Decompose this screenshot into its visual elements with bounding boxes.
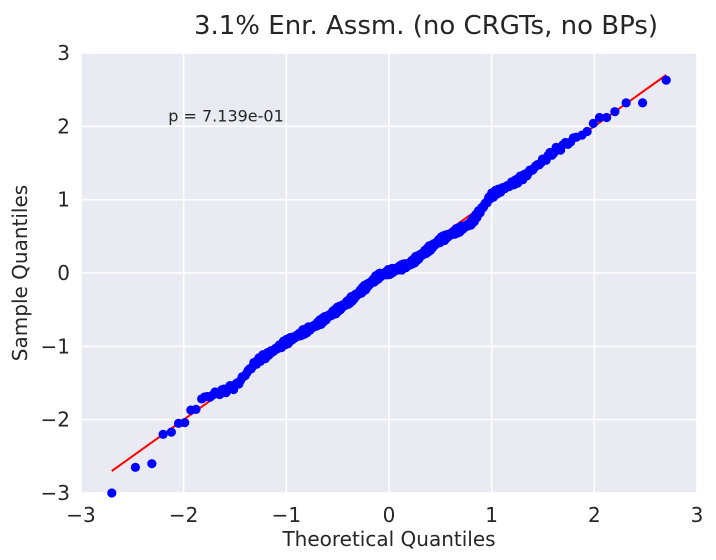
data-point bbox=[180, 418, 190, 428]
data-point bbox=[588, 118, 598, 128]
x-tick-label: 1 bbox=[485, 503, 498, 527]
y-tick-label: 2 bbox=[57, 114, 70, 138]
data-points bbox=[107, 75, 671, 498]
x-tick-label: −1 bbox=[272, 503, 301, 527]
x-axis-label: Theoretical Quantiles bbox=[281, 527, 495, 551]
data-point bbox=[661, 75, 671, 85]
data-point bbox=[158, 429, 168, 439]
data-point bbox=[582, 126, 592, 137]
data-point bbox=[621, 98, 631, 108]
x-tick-label: 0 bbox=[383, 503, 396, 527]
y-tick-label: −3 bbox=[41, 481, 70, 505]
data-point bbox=[610, 107, 620, 117]
data-point bbox=[166, 427, 176, 437]
data-point bbox=[147, 459, 157, 469]
chart-title: 3.1% Enr. Assm. (no CRGTs, no BPs) bbox=[194, 11, 658, 41]
data-point bbox=[191, 404, 201, 414]
data-point bbox=[594, 112, 605, 123]
y-tick-label: −1 bbox=[41, 334, 70, 358]
y-tick-label: 1 bbox=[57, 188, 70, 212]
data-point bbox=[130, 462, 141, 472]
data-point bbox=[602, 112, 612, 123]
x-tick-label: 3 bbox=[691, 503, 704, 527]
y-axis-label: Sample Quantiles bbox=[8, 185, 32, 361]
data-point bbox=[107, 488, 117, 498]
y-tick-label: −2 bbox=[41, 408, 70, 432]
y-tick-label: 0 bbox=[57, 261, 70, 285]
x-tick-labels: −3 −2 −1 0 1 2 3 bbox=[66, 503, 703, 527]
p-value-annotation: p = 7.139e-01 bbox=[168, 106, 284, 125]
data-point bbox=[637, 98, 648, 108]
x-tick-label: −3 bbox=[66, 503, 95, 527]
x-tick-label: 2 bbox=[588, 503, 601, 527]
x-tick-label: −2 bbox=[169, 503, 198, 527]
y-tick-label: 3 bbox=[57, 41, 70, 65]
y-tick-labels: −3 −2 −1 0 1 2 3 bbox=[41, 41, 70, 505]
